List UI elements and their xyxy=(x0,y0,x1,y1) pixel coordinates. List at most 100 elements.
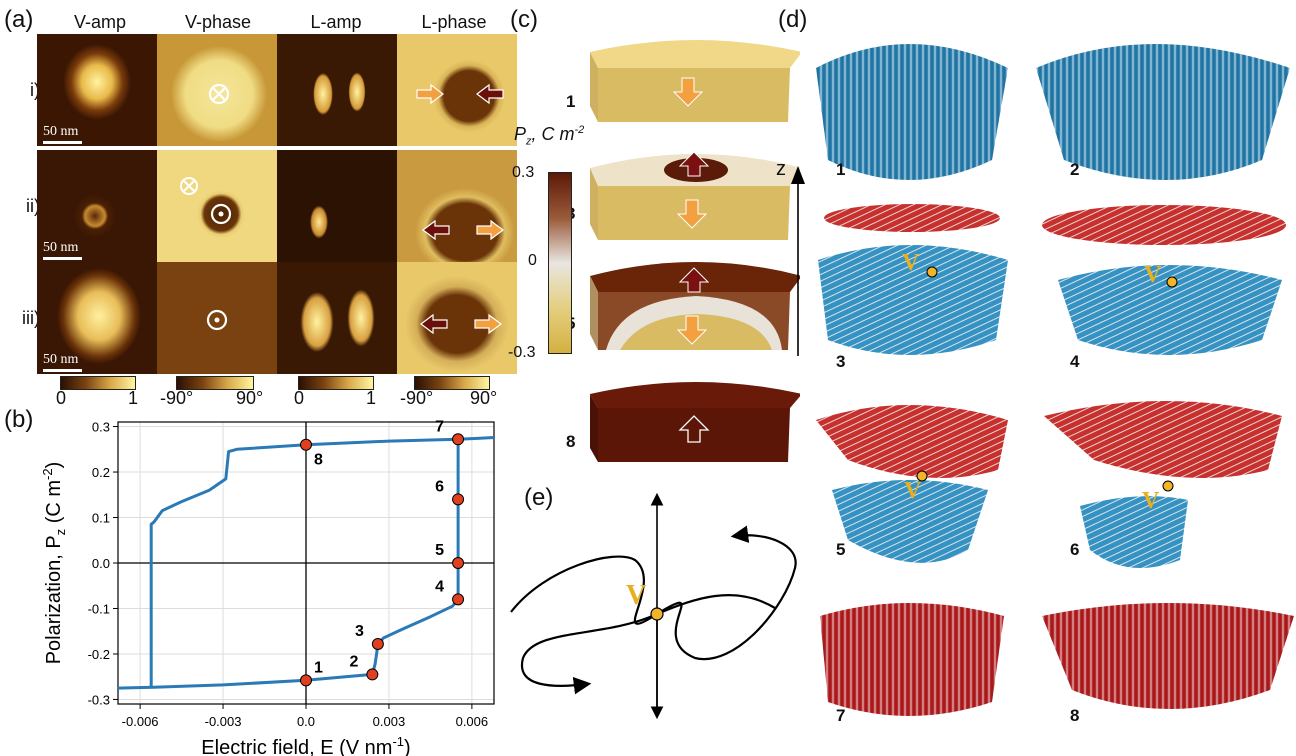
y-tick-label: 0.2 xyxy=(92,465,110,480)
frame-3-top xyxy=(824,204,1000,232)
frame-5-render xyxy=(832,480,988,563)
frame-4-top xyxy=(1042,205,1286,245)
frame-label-3: 3 xyxy=(836,352,846,371)
phase-cbar-max: 90° xyxy=(236,388,264,408)
vortex-letter-3: V xyxy=(902,250,920,276)
z-axis-label: z xyxy=(776,158,786,180)
frame-3-render xyxy=(818,245,1008,355)
x-tick-label: -0.003 xyxy=(205,714,242,729)
z-axis-arrow xyxy=(791,166,805,356)
slice-8 xyxy=(590,382,800,462)
scalebar: 50 nm xyxy=(43,124,83,144)
pz-cbar-bottom: -0.3 xyxy=(508,344,536,361)
amp-colorbar xyxy=(60,376,136,390)
x-axis-label: Electric field, E (V nm-1) xyxy=(201,734,410,756)
y-tick-label: -0.2 xyxy=(88,647,110,662)
state-point xyxy=(300,674,312,687)
header-v-amp: V-amp xyxy=(73,12,127,32)
tile-iii-v-amp: 50 nm xyxy=(37,262,157,374)
vortex-letter-5: V xyxy=(904,478,922,504)
amp-cbar-max-2: 1 xyxy=(366,388,377,408)
tile-i-l-phase xyxy=(397,34,517,146)
x-tick-label: 0.006 xyxy=(456,714,489,729)
panel-e-label: (e) xyxy=(524,484,554,511)
tile-ii-v-amp: 50 nm xyxy=(37,150,157,262)
frame-6-top xyxy=(1044,401,1282,478)
state-point-label: 8 xyxy=(314,452,323,469)
into-page-icon xyxy=(180,177,198,195)
frame-label-2: 2 xyxy=(1070,160,1080,179)
frame-4-render xyxy=(1058,265,1282,355)
tile-ii-l-phase xyxy=(397,150,517,262)
tile-iii-l-amp xyxy=(277,262,397,374)
vortex-flow-diagram xyxy=(510,492,797,720)
vortex-letter-e: V xyxy=(626,580,647,611)
state-point-label: 5 xyxy=(435,542,444,559)
panel-a-label: (a) xyxy=(4,6,34,33)
frame-8-render xyxy=(1042,603,1294,709)
pz-colorbar xyxy=(548,172,572,354)
tile-ii-l-amp xyxy=(277,150,397,262)
out-of-page-icon xyxy=(210,203,232,225)
header-v-phase: V-phase xyxy=(184,12,252,32)
state-point xyxy=(371,637,384,650)
out-of-page-icon xyxy=(206,309,228,331)
scalebar: 50 nm xyxy=(43,240,83,260)
y-tick-label: 0.3 xyxy=(92,420,110,435)
phase-cbar-min-2: -90° xyxy=(400,388,434,408)
x-tick-label: 0.003 xyxy=(373,714,406,729)
tile-iii-v-phase xyxy=(157,262,277,374)
amp-cbar-max: 1 xyxy=(128,388,139,408)
y-axis-label: Polarization, Pz (C m-2) xyxy=(40,462,68,665)
state-point-label: 4 xyxy=(435,578,444,595)
tile-i-v-phase xyxy=(157,34,277,146)
frame-label-5: 5 xyxy=(836,540,846,559)
state-point xyxy=(300,438,312,451)
frame-7-render xyxy=(820,603,1004,716)
phase-colorbar-2 xyxy=(414,376,490,390)
state-point-label: 2 xyxy=(349,653,358,670)
header-l-phase: L-phase xyxy=(421,12,487,32)
state-point-label: 7 xyxy=(435,418,444,435)
amp-cbar-min: 0 xyxy=(56,388,67,408)
y-tick-label: -0.1 xyxy=(88,601,110,616)
amp-cbar-min-2: 0 xyxy=(294,388,305,408)
phase-cbar-min: -90° xyxy=(160,388,194,408)
frame-label-7: 7 xyxy=(836,706,846,725)
phase-colorbar xyxy=(176,376,254,390)
phase-arrows-icon xyxy=(416,83,504,105)
state-point-label: 3 xyxy=(355,623,364,640)
row-label-ii: ii) xyxy=(26,196,40,216)
amp-colorbar-2 xyxy=(298,376,374,390)
pz-cbar-top: 0.3 xyxy=(512,164,535,181)
vortex-renderings xyxy=(816,44,1294,716)
panel-b-label: (b) xyxy=(4,406,34,433)
pz-cbar-label: Pz, C m-2 xyxy=(514,124,585,148)
slice-label-1: 1 xyxy=(566,92,576,111)
x-tick-label: 0.0 xyxy=(297,714,315,729)
state-point xyxy=(366,668,379,681)
pz-cbar-mid: 0 xyxy=(528,252,537,269)
hysteresis-chart: -0.006 -0.003 0.0 0.003 0.006 -0.3 -0.2 -0.1 0.0… xyxy=(40,418,495,756)
row-label-iii: iii) xyxy=(22,308,40,328)
frame-label-8: 8 xyxy=(1070,706,1080,725)
frame-6-render xyxy=(1080,496,1188,568)
frame-label-4: 4 xyxy=(1070,352,1080,371)
state-point xyxy=(452,433,465,446)
tile-iii-l-phase xyxy=(397,262,517,374)
slice-stack xyxy=(590,40,800,462)
frame-label-6: 6 xyxy=(1070,540,1080,559)
state-point xyxy=(452,493,465,506)
phase-arrows-icon xyxy=(422,219,504,241)
state-point xyxy=(452,557,465,569)
into-page-icon xyxy=(208,83,230,105)
frame-2-render xyxy=(1036,44,1290,180)
frame-5-top xyxy=(816,405,1008,478)
x-tick-label: -0.006 xyxy=(122,714,159,729)
frame-1-render xyxy=(816,44,1008,180)
slice-1 xyxy=(590,40,800,122)
panel-c-label: (c) xyxy=(510,6,538,33)
panel-d-label: (d) xyxy=(778,6,808,33)
y-tick-label: 0.0 xyxy=(92,556,110,571)
slice-3 xyxy=(590,151,800,240)
